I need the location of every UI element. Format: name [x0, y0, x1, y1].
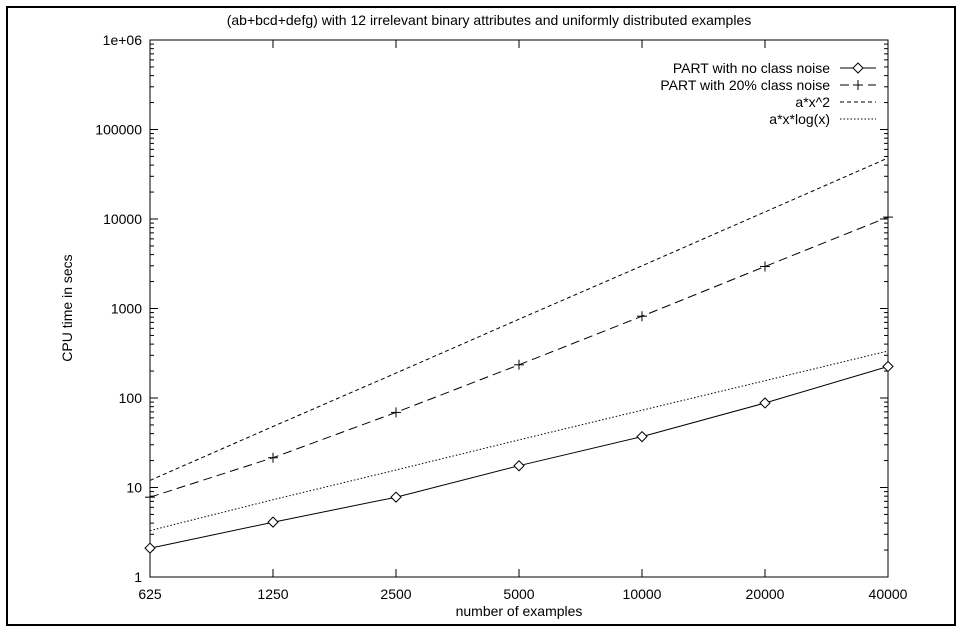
x-tick-label: 10000: [623, 586, 662, 602]
data-point: [883, 212, 893, 223]
y-tick-label: 10000: [103, 211, 142, 227]
y-tick-label: 1e+06: [103, 32, 143, 48]
legend-entry: a*x^2: [795, 94, 876, 110]
series-layer: [144, 157, 894, 554]
y-tick-label: 1000: [111, 301, 142, 317]
data-point: [268, 452, 278, 463]
legend-label: PART with no class noise: [673, 60, 830, 76]
y-tick-label: 100000: [95, 122, 142, 138]
y-tick-label: 100: [119, 390, 143, 406]
legend-label: a*x^2: [795, 94, 830, 110]
series-4: [149, 350, 889, 532]
legend-marker: [852, 62, 864, 74]
data-point: [514, 359, 524, 370]
data-point: [144, 542, 156, 554]
series-2: [145, 212, 893, 503]
x-tick-label: 40000: [869, 586, 908, 602]
x-tick-label: 1250: [257, 586, 288, 602]
legend-label: PART with 20% class noise: [660, 77, 830, 93]
data-point: [637, 311, 647, 322]
series-line: [149, 366, 889, 549]
x-tick-label: 625: [138, 586, 162, 602]
x-tick-label: 20000: [746, 586, 785, 602]
plot-frame: [6, 6, 956, 626]
data-point: [390, 491, 402, 503]
legend-entry: PART with no class noise: [673, 60, 876, 76]
data-point: [759, 397, 771, 409]
data-point: [882, 360, 894, 373]
legend-entry: a*x*log(x): [769, 111, 876, 127]
chart-title: (ab+bcd+defg) with 12 irrelevant binary …: [227, 12, 752, 28]
y-tick-label: 1: [134, 569, 142, 585]
x-axis-label: number of examples: [456, 603, 583, 619]
legend-entry: PART with 20% class noise: [660, 77, 876, 93]
data-point: [513, 460, 525, 472]
legend-marker: [853, 80, 863, 90]
series-3: [149, 157, 889, 481]
data-point: [145, 492, 155, 503]
data-point: [391, 407, 401, 418]
y-tick-label: 10: [126, 480, 142, 496]
x-tick-label: 5000: [503, 586, 534, 602]
series-line: [149, 350, 889, 532]
data-point: [760, 261, 770, 272]
y-axis-label: CPU time in secs: [59, 254, 75, 361]
x-tick-label: 2500: [380, 586, 411, 602]
series-1: [144, 360, 894, 554]
series-line: [149, 157, 889, 481]
series-line: [149, 216, 889, 498]
legend-label: a*x*log(x): [769, 111, 830, 127]
axes: 625 1250 2500 5000 10000 20000 40000 1 10 100 1000…: [95, 32, 907, 602]
data-point: [636, 430, 648, 443]
data-point: [267, 516, 279, 528]
